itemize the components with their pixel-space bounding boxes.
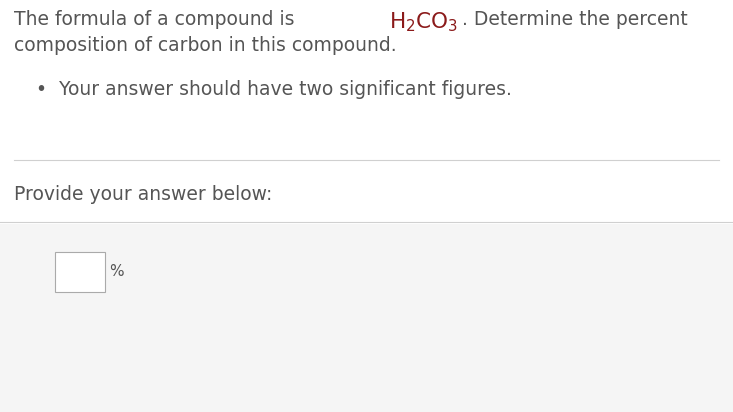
FancyBboxPatch shape [55, 252, 105, 292]
Text: $\mathrm{H_2CO_3}$: $\mathrm{H_2CO_3}$ [389, 10, 458, 34]
Text: Provide your answer below:: Provide your answer below: [14, 185, 273, 204]
FancyBboxPatch shape [0, 224, 733, 412]
Text: . Determine the percent: . Determine the percent [462, 10, 688, 29]
Text: The formula of a compound is: The formula of a compound is [14, 10, 301, 29]
Text: •  Your answer should have two significant figures.: • Your answer should have two significan… [36, 80, 512, 99]
Text: %: % [108, 265, 123, 279]
Text: composition of carbon in this compound.: composition of carbon in this compound. [14, 36, 397, 55]
